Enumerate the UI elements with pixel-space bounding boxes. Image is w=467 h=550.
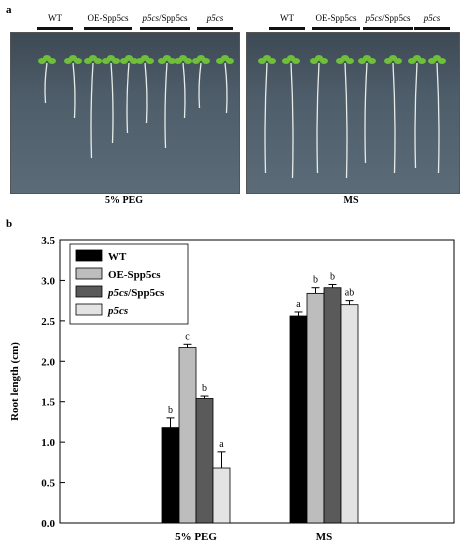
seedling-root xyxy=(364,62,368,164)
seedling-root xyxy=(224,62,228,114)
bar xyxy=(306,292,325,524)
y-tick-label: 1.0 xyxy=(41,437,55,449)
bar xyxy=(212,467,231,524)
significance-letter: b xyxy=(330,271,335,282)
seedling-leaf xyxy=(107,55,115,61)
genotype-label: p5cs xyxy=(206,13,224,23)
genotype-label: WT xyxy=(280,13,294,23)
genotype-label: p5cs/Spp5cs xyxy=(365,13,411,23)
legend-swatch xyxy=(75,285,103,298)
genotype-bar xyxy=(84,27,132,30)
legend-swatch xyxy=(75,249,103,262)
condition-label-ms: MS xyxy=(343,195,359,206)
seedling-root xyxy=(290,62,294,179)
seedling-leaf xyxy=(179,55,187,61)
seedling-leaf xyxy=(125,55,133,61)
seedling-root xyxy=(144,62,148,124)
significance-letter: ab xyxy=(345,288,354,299)
y-axis-label: Root length (cm) xyxy=(9,342,21,421)
legend-label: WT xyxy=(108,251,127,263)
bar xyxy=(323,287,342,524)
seedling-root xyxy=(126,62,130,134)
seedling-leaf xyxy=(69,55,77,61)
seedling-leaf xyxy=(221,55,229,61)
legend-label: p5cs/Spp5cs xyxy=(107,287,165,299)
significance-letter: c xyxy=(185,331,190,342)
genotype-label: p5cs xyxy=(423,13,441,23)
seedling-leaf xyxy=(163,55,171,61)
seedling-root xyxy=(110,62,114,144)
genotype-label: p5cs/Spp5cs xyxy=(142,13,188,23)
seedling-leaf xyxy=(197,55,205,61)
y-tick-label: 0.5 xyxy=(41,478,55,490)
seedling-root xyxy=(392,62,396,174)
significance-letter: b xyxy=(168,405,173,416)
root-length-bar-chart: 0.0 0.5 1.0 1.5 2.0 2.5 3.0 3.5 Root length (cm)… xyxy=(9,235,455,543)
legend-label: p5cs xyxy=(107,305,128,317)
seedling-photo-ms xyxy=(246,32,460,194)
y-tick-label: 2.0 xyxy=(41,356,55,368)
seedling-root xyxy=(436,62,440,174)
seedling-leaf xyxy=(389,55,397,61)
legend-label: OE-Spp5cs xyxy=(108,269,161,281)
genotype-bar xyxy=(363,27,413,30)
seedling-leaf xyxy=(263,55,271,61)
x-category-label: 5% PEG xyxy=(175,531,217,543)
seedling-leaf xyxy=(89,55,97,61)
legend-swatch xyxy=(75,267,103,280)
significance-letter: b xyxy=(313,275,318,286)
y-tick-label: 3.0 xyxy=(41,275,55,287)
x-category-label: MS xyxy=(316,531,333,543)
panel-a-letter: a xyxy=(6,4,12,16)
seedling-leaf xyxy=(433,55,441,61)
y-tick-label: 3.5 xyxy=(41,235,55,247)
seedling-leaf xyxy=(141,55,149,61)
bar xyxy=(340,304,359,524)
panel-b-letter: b xyxy=(6,218,13,230)
y-tick-label: 0.0 xyxy=(41,518,55,530)
genotype-bar xyxy=(37,27,73,30)
seedling-root xyxy=(198,62,202,109)
genotype-label: OE-Spp5cs xyxy=(315,13,357,23)
y-tick-label: 2.5 xyxy=(41,316,55,328)
seedling-leaf xyxy=(315,55,323,61)
bar xyxy=(178,347,197,524)
legend-swatch xyxy=(75,303,103,316)
seedling-root xyxy=(414,62,418,169)
condition-label-peg: 5% PEG xyxy=(104,195,144,206)
bar xyxy=(161,427,180,524)
seedling-leaf xyxy=(363,55,371,61)
seedlings xyxy=(38,55,234,159)
seedling-photo-peg xyxy=(10,32,240,194)
seedling-leaf xyxy=(341,55,349,61)
y-tick-label: 1.5 xyxy=(41,397,55,409)
genotype-label: WT xyxy=(48,13,62,23)
genotype-bar xyxy=(197,27,233,30)
seedling-leaf xyxy=(413,55,421,61)
seedling-root xyxy=(72,62,76,119)
significance-letter: a xyxy=(296,299,301,310)
seedlings xyxy=(258,55,446,179)
genotype-bar xyxy=(269,27,305,30)
bar xyxy=(289,315,308,524)
significance-letter: b xyxy=(202,383,207,394)
seedling-leaf xyxy=(43,55,51,61)
plot-frame xyxy=(59,239,455,524)
genotype-label: OE-Spp5cs xyxy=(87,13,129,23)
seedling-root xyxy=(182,62,186,119)
genotype-bar xyxy=(312,27,360,30)
seedling-root xyxy=(344,62,348,179)
genotype-bar xyxy=(414,27,450,30)
seedling-leaf xyxy=(287,55,295,61)
bar xyxy=(195,398,214,524)
seedling-root xyxy=(90,62,94,159)
genotype-bar xyxy=(140,27,190,30)
seedling-root xyxy=(316,62,320,174)
significance-letter: a xyxy=(219,439,224,450)
seedling-root xyxy=(164,62,168,149)
seedling-root xyxy=(264,62,268,174)
seedling-root xyxy=(44,62,48,104)
